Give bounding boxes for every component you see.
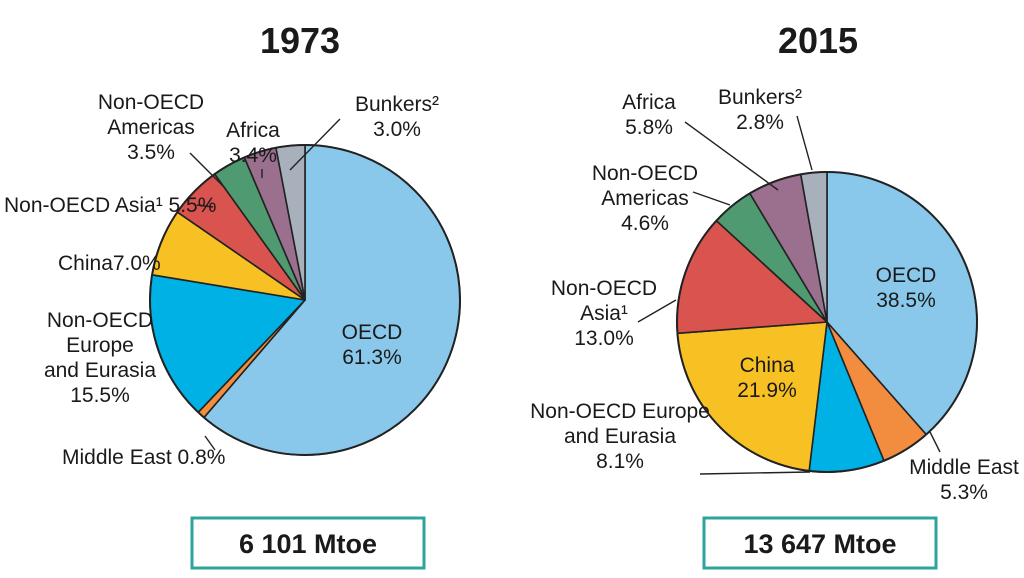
slice-label-oecd: OECD 38.5% bbox=[876, 264, 937, 312]
slice-label-line: and Eurasia bbox=[564, 425, 676, 448]
leader-line-non-oecd-americas bbox=[189, 152, 226, 189]
slice-label-oecd: OECD 61.3% bbox=[342, 321, 403, 369]
slice-label-line: Middle East bbox=[909, 456, 1019, 479]
slice-label-line: 3.0% bbox=[373, 118, 421, 141]
pie-1973 bbox=[149, 144, 461, 456]
slice-label-non-oecd-americas: Non-OECD Americas 3.5% bbox=[98, 91, 204, 164]
slice-label-line: 61.3% bbox=[342, 346, 402, 369]
slice-label-line: OECD bbox=[342, 321, 403, 344]
slice-label-line: Middle East 0.8% bbox=[62, 446, 225, 469]
pie-outline bbox=[149, 144, 461, 456]
chart-title: 2015 bbox=[778, 20, 858, 61]
total-value: 6 101 Mtoe bbox=[239, 529, 377, 559]
slice-label-non-oecd-asia: Non-OECD Asia¹ 13.0% bbox=[551, 277, 657, 350]
slice-label-china: China7.0% bbox=[58, 252, 161, 275]
slice-label-africa: Africa 5.8% bbox=[622, 91, 676, 139]
slice-label-middle-east: Middle East 0.8% bbox=[62, 446, 225, 469]
pie-2015 bbox=[676, 171, 978, 473]
slice-label-line: 21.9% bbox=[737, 379, 797, 402]
slice-label-line: Africa bbox=[622, 91, 676, 114]
slice-label-line: Bunkers² bbox=[718, 86, 802, 109]
leader-line-non-oecd-americas bbox=[692, 191, 731, 206]
chart-title: 1973 bbox=[260, 20, 340, 61]
slice-label-line: and Eurasia bbox=[44, 359, 156, 382]
leader-line-africa bbox=[684, 121, 779, 191]
slice-label-line: Non-OECD bbox=[47, 309, 153, 332]
slice-label-line: China bbox=[740, 354, 795, 377]
slice-label-line: Bunkers² bbox=[355, 93, 439, 116]
slice-label-bunkers: Bunkers² 2.8% bbox=[718, 86, 802, 134]
slice-label-line: Non-OECD bbox=[592, 162, 698, 185]
slice-label-line: 5.8% bbox=[625, 116, 673, 139]
slice-label-line: Non-OECD Europe bbox=[530, 400, 710, 423]
slice-label-line: Americas bbox=[601, 187, 689, 210]
slice-label-line: 8.1% bbox=[596, 450, 644, 473]
slice-label-line: 38.5% bbox=[876, 289, 936, 312]
leader-line-middle-east bbox=[929, 431, 941, 453]
slice-label-line: 5.3% bbox=[940, 481, 988, 504]
slice-label-line: Non-OECD bbox=[98, 91, 204, 114]
slice-label-line: 3.4% bbox=[229, 144, 277, 167]
leader-line-non-oecd-asia bbox=[196, 204, 214, 208]
slice-label-line: 4.6% bbox=[621, 212, 669, 235]
slice-label-line: Non-OECD bbox=[551, 277, 657, 300]
leader-line-non-oecd-asia bbox=[637, 299, 677, 323]
slice-label-china: China 21.9% bbox=[737, 354, 797, 402]
leader-line-bunkers bbox=[289, 118, 341, 171]
total-value: 13 647 Mtoe bbox=[743, 529, 896, 559]
total-box bbox=[190, 516, 426, 570]
slice-label-line: 2.8% bbox=[736, 111, 784, 134]
slice-label-non-oecd-americas: Non-OECD Americas 4.6% bbox=[592, 162, 698, 235]
slice-label-line: 13.0% bbox=[574, 327, 634, 350]
slice-label-line: Asia¹ bbox=[580, 302, 628, 325]
leader-line-middle-east bbox=[204, 435, 216, 451]
slice-label-line: Africa bbox=[226, 119, 280, 142]
slice-label-line: Europe bbox=[66, 334, 134, 357]
slice-label-middle-east: Middle East 5.3% bbox=[909, 456, 1019, 504]
pie-outline bbox=[676, 171, 978, 473]
slice-label-line: Non-OECD Asia¹ 5.5% bbox=[4, 194, 216, 217]
slice-label-line: 3.5% bbox=[127, 141, 175, 164]
slice-label-non-oecd-asia: Non-OECD Asia¹ 5.5% bbox=[4, 194, 216, 217]
slice-label-non-oecd-europe-eurasia: Non-OECD Europe and Eurasia 15.5% bbox=[44, 309, 156, 407]
leader-line-non-oecd-europe-eurasia bbox=[699, 471, 811, 475]
leader-line-bunkers bbox=[796, 115, 813, 171]
slice-label-bunkers: Bunkers² 3.0% bbox=[355, 93, 439, 141]
slice-label-africa: Africa 3.4% bbox=[226, 119, 280, 167]
total-box bbox=[702, 516, 938, 570]
slice-label-line: OECD bbox=[876, 264, 937, 287]
slice-label-line: Americas bbox=[107, 116, 195, 139]
slice-label-non-oecd-europe-eurasia: Non-OECD Europe and Eurasia 8.1% bbox=[530, 400, 710, 473]
slice-label-line: China7.0% bbox=[58, 252, 161, 275]
slice-label-line: 15.5% bbox=[70, 384, 130, 407]
